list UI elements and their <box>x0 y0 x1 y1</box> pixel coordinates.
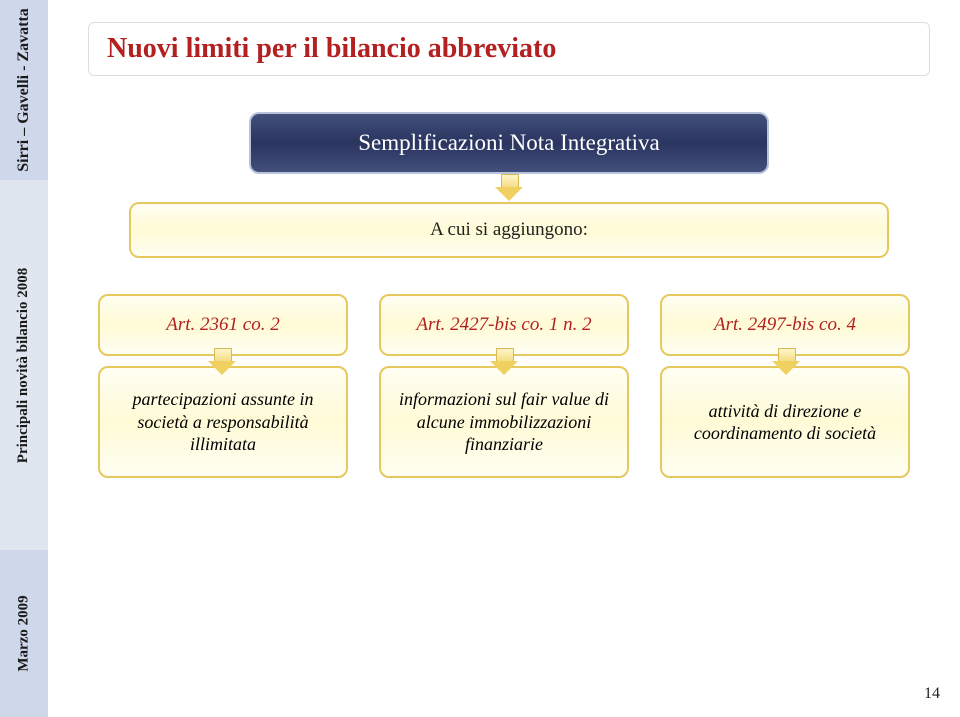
title-container: Nuovi limiti per il bilancio abbreviato <box>88 22 930 76</box>
center-box-text: Semplificazioni Nota Integrativa <box>358 130 659 156</box>
article-ref-3-text: Art. 2497-bis co. 4 <box>714 314 856 337</box>
article-desc-row: partecipazioni assunte in società a resp… <box>88 366 930 478</box>
article-desc-1-text: partecipazioni assunte in società a resp… <box>110 388 336 456</box>
sidebar-text-topic: Principali novità bilancio 2008 <box>16 267 33 462</box>
article-desc-3-text: attività di direzione e coordinamento di… <box>672 400 898 445</box>
sidebar-label-date: Marzo 2009 <box>0 550 48 717</box>
page-title: Nuovi limiti per il bilancio abbreviato <box>107 33 911 65</box>
article-ref-row: Art. 2361 co. 2 Art. 2427-bis co. 1 n. 2… <box>88 294 930 356</box>
page-number: 14 <box>924 685 940 703</box>
content-area: Nuovi limiti per il bilancio abbreviato … <box>48 0 960 717</box>
article-desc-3: attività di direzione e coordinamento di… <box>660 366 910 478</box>
sidebar-label-topic: Principali novità bilancio 2008 <box>0 180 48 550</box>
article-desc-2: informazioni sul fair value di alcune im… <box>379 366 629 478</box>
sidebar-text-authors: Sirri – Gavelli - Zavatta <box>15 8 33 172</box>
article-ref-1: Art. 2361 co. 2 <box>98 294 348 356</box>
wide-box: A cui si aggiungono: <box>129 202 889 258</box>
center-box-wrap: Semplificazioni Nota Integrativa <box>88 112 930 174</box>
article-desc-1: partecipazioni assunte in società a resp… <box>98 366 348 478</box>
article-ref-1-text: Art. 2361 co. 2 <box>166 314 279 337</box>
slide-page: Sirri – Gavelli - Zavatta Principali nov… <box>0 0 960 717</box>
center-box: Semplificazioni Nota Integrativa <box>249 112 769 174</box>
sidebar-label-authors: Sirri – Gavelli - Zavatta <box>0 0 48 180</box>
article-ref-2-text: Art. 2427-bis co. 1 n. 2 <box>416 314 591 337</box>
sidebar-text-date: Marzo 2009 <box>16 595 33 671</box>
wide-box-text: A cui si aggiungono: <box>430 219 588 241</box>
article-ref-2: Art. 2427-bis co. 1 n. 2 <box>379 294 629 356</box>
article-ref-3: Art. 2497-bis co. 4 <box>660 294 910 356</box>
article-desc-2-text: informazioni sul fair value di alcune im… <box>391 388 617 456</box>
